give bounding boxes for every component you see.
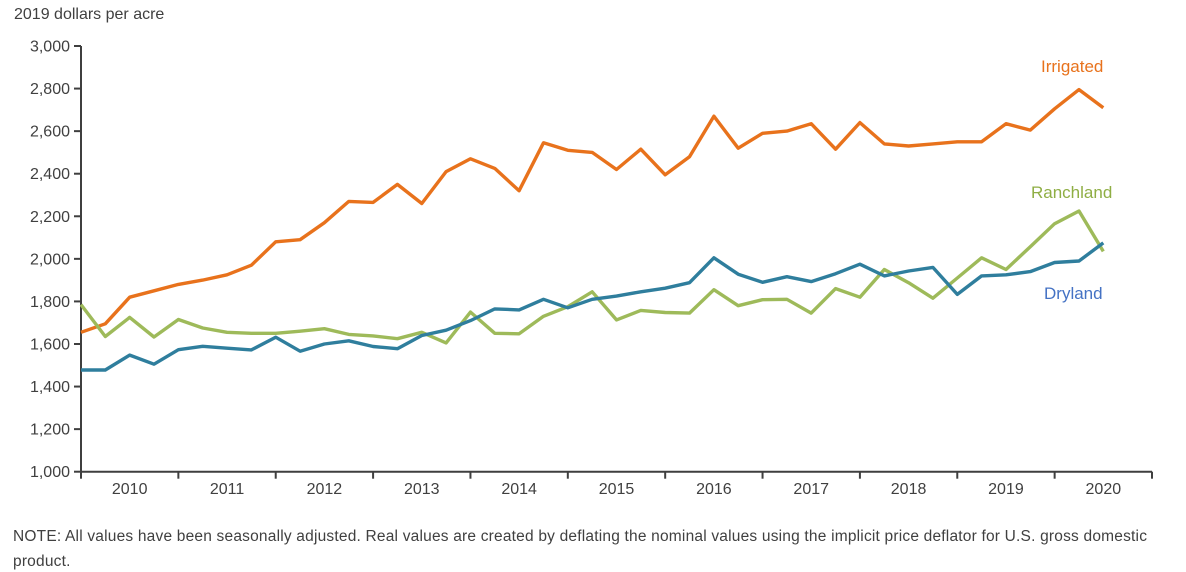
- y-tick-label: 1,000: [30, 464, 70, 481]
- y-tick-label: 1,400: [30, 379, 70, 396]
- series-line-irrigated: [80, 87, 1105, 334]
- x-tick-label: 2011: [210, 481, 245, 498]
- y-tick-label: 1,600: [30, 336, 70, 353]
- x-tick-label: 2012: [307, 481, 343, 498]
- series-line-dryland: [81, 241, 1105, 372]
- series-label-ranchland: Ranchland: [1031, 183, 1113, 202]
- x-tick-label: 2018: [891, 481, 927, 498]
- y-tick-label: 1,200: [30, 422, 70, 439]
- series-label-irrigated: Irrigated: [1041, 57, 1104, 76]
- y-tick-label: 2,800: [30, 81, 70, 98]
- x-tick-label: 2017: [793, 481, 829, 498]
- y-tick-label: 2,600: [30, 124, 70, 141]
- series-line-ranchland: [79, 209, 1105, 345]
- x-tick-label: 2013: [404, 481, 440, 498]
- x-tick-label: 2010: [112, 481, 148, 498]
- y-tick-label: 3,000: [30, 39, 70, 56]
- y-tick-label: 1,800: [30, 294, 70, 311]
- y-tick-label: 2,400: [30, 166, 70, 183]
- x-tick-label: 2019: [988, 481, 1024, 498]
- axis-lines: [80, 46, 1152, 473]
- y-tick-label: 2,000: [30, 251, 70, 268]
- x-tick-label: 2016: [696, 481, 732, 498]
- y-tick-label: 2,200: [30, 209, 70, 226]
- x-tick-label: 2015: [599, 481, 635, 498]
- x-tick-label: 2020: [1086, 481, 1122, 498]
- series-label-dryland: Dryland: [1044, 284, 1103, 303]
- chart-title: 2019 dollars per acre: [14, 6, 165, 23]
- x-tick-label: 2014: [501, 481, 537, 498]
- chart-note: NOTE: All values have been seasonally ad…: [13, 528, 1148, 570]
